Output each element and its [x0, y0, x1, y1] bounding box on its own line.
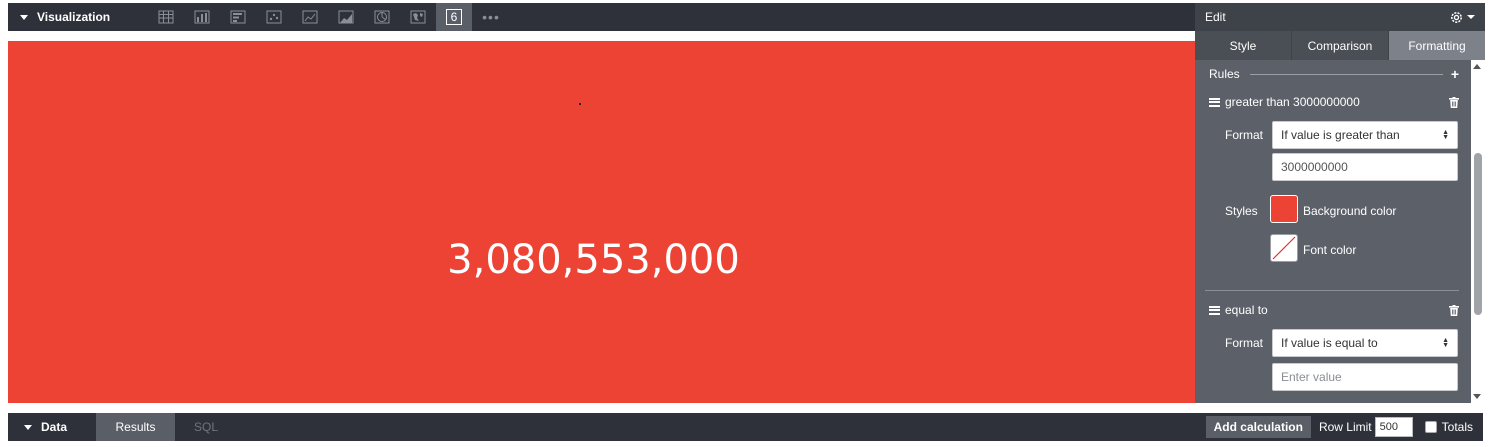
rule-divider — [1205, 290, 1459, 291]
bar-chart-icon[interactable] — [220, 3, 256, 31]
caret-down-icon — [24, 424, 32, 430]
table-icon[interactable] — [148, 3, 184, 31]
font-color-label: Font color — [1303, 243, 1357, 257]
tab-results[interactable]: Results — [96, 413, 175, 441]
totals-label: Totals — [1441, 420, 1473, 434]
gear-icon — [1451, 11, 1462, 23]
settings-menu[interactable] — [1449, 10, 1475, 25]
tab-comparison[interactable]: Comparison — [1292, 31, 1389, 60]
data-toggle[interactable]: Data — [8, 420, 96, 434]
single-value-display: 3,080,553,000 — [447, 237, 740, 283]
rule-header: equal to — [1209, 303, 1459, 317]
format-label: Format — [1225, 336, 1264, 350]
column-chart-icon[interactable] — [184, 3, 220, 31]
visualization-toggle[interactable]: Visualization — [8, 10, 148, 24]
scrollbar[interactable] — [1471, 60, 1485, 403]
data-bar: Data Results SQL Add calculation Row Lim… — [8, 413, 1483, 441]
font-color-swatch[interactable] — [1270, 234, 1298, 262]
rule-value-input[interactable]: Enter value — [1272, 363, 1458, 391]
rule-value-input[interactable]: 3000000000 — [1272, 153, 1458, 181]
format-label: Format — [1225, 128, 1264, 142]
rule-name: equal to — [1225, 303, 1268, 317]
caret-down-icon — [20, 14, 28, 20]
select-arrows-icon: ▲ ▼ — [1442, 337, 1449, 349]
edit-header: Edit — [1195, 3, 1485, 31]
edit-tabs: Style Comparison Formatting — [1195, 31, 1485, 60]
formatting-panel: Rules + greater than 3000000000 Format I… — [1195, 60, 1485, 403]
visualization-canvas: 3,080,553,000 — [8, 41, 1195, 403]
add-rule-icon[interactable]: + — [1450, 66, 1459, 82]
edit-panel: Edit Style Comparison Formatting Rules +… — [1195, 3, 1485, 403]
scroll-thumb[interactable] — [1474, 153, 1482, 315]
row-limit-input[interactable]: 500 — [1374, 417, 1413, 437]
rule-name: greater than 3000000000 — [1225, 95, 1360, 109]
add-calculation-button[interactable]: Add calculation — [1205, 416, 1311, 438]
pie-chart-icon[interactable] — [364, 3, 400, 31]
visualization-toolbar: Visualization 6 ••• — [8, 3, 1195, 31]
map-icon[interactable] — [400, 3, 436, 31]
single-value-icon[interactable]: 6 — [436, 3, 472, 31]
scroll-up-icon[interactable] — [1473, 64, 1481, 69]
line-chart-icon[interactable] — [292, 3, 328, 31]
scatter-icon[interactable] — [256, 3, 292, 31]
trash-icon[interactable] — [1449, 96, 1459, 108]
rules-label: Rules — [1209, 67, 1240, 81]
background-color-label: Background color — [1303, 204, 1397, 218]
stray-dot — [579, 103, 581, 105]
tab-formatting[interactable]: Formatting — [1389, 31, 1485, 60]
tab-sql[interactable]: SQL — [193, 420, 218, 434]
no-color-icon — [1272, 236, 1296, 260]
rules-divider — [1249, 73, 1443, 75]
background-color-swatch[interactable] — [1270, 195, 1298, 223]
scroll-down-icon[interactable] — [1473, 394, 1481, 399]
totals-checkbox[interactable] — [1424, 421, 1437, 433]
format-select[interactable]: If value is equal to ▲ ▼ — [1272, 329, 1458, 357]
tab-style[interactable]: Style — [1195, 31, 1292, 60]
data-title: Data — [41, 420, 68, 434]
select-arrows-icon: ▲ ▼ — [1442, 129, 1449, 141]
more-options-icon[interactable]: ••• — [482, 9, 500, 25]
visualization-type-icons: 6 ••• — [148, 3, 508, 31]
chevron-down-icon — [1467, 15, 1475, 19]
trash-icon[interactable] — [1449, 304, 1459, 316]
drag-handle-icon[interactable] — [1209, 305, 1220, 315]
styles-label: Styles — [1225, 204, 1258, 218]
edit-title: Edit — [1205, 10, 1226, 24]
visualization-title: Visualization — [37, 10, 111, 24]
format-select[interactable]: If value is greater than ▲ ▼ — [1272, 121, 1458, 149]
row-limit-label: Row Limit — [1318, 420, 1372, 434]
rules-header: Rules + — [1209, 67, 1459, 81]
drag-handle-icon[interactable] — [1209, 97, 1220, 107]
rule-header: greater than 3000000000 — [1209, 95, 1459, 109]
data-controls: Add calculation Row Limit 500 Totals — [1205, 413, 1483, 441]
area-chart-icon[interactable] — [328, 3, 364, 31]
